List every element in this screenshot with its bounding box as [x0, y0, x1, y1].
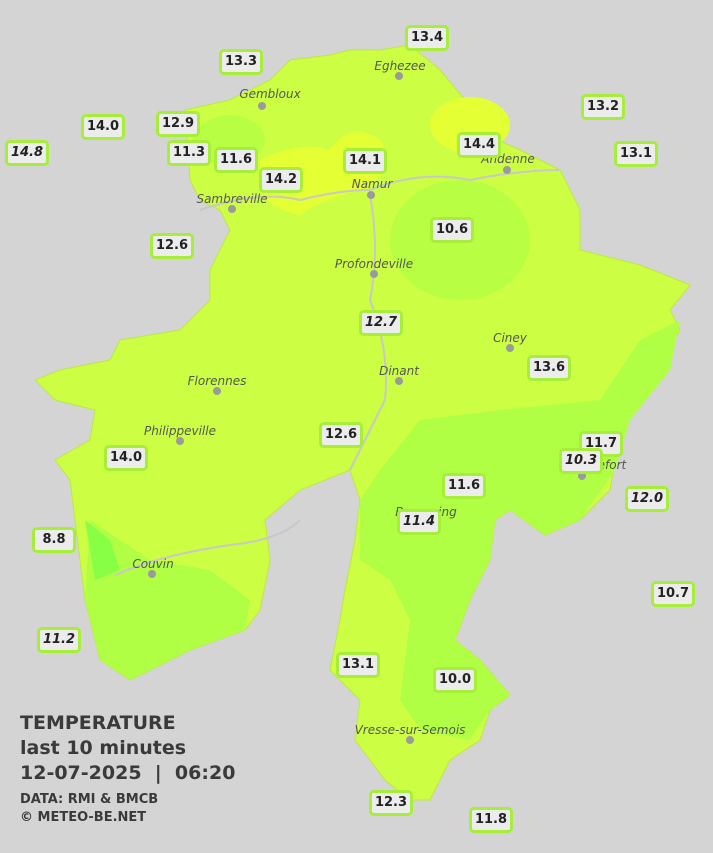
station-temp: 10.3: [559, 448, 603, 474]
station-temp: 14.8: [5, 140, 49, 166]
city-dot: [228, 205, 236, 213]
city-label: Namur: [351, 177, 393, 191]
city-dot: [176, 437, 184, 445]
city-label: Florennes: [187, 374, 247, 388]
station-temp: 12.6: [150, 233, 194, 259]
station-temp: 12.3: [369, 790, 413, 816]
station-temp: 12.6: [319, 422, 363, 448]
city-dot: [506, 344, 514, 352]
station-temp: 13.1: [336, 652, 380, 678]
station-temp: 10.6: [430, 217, 474, 243]
station-temp: 11.8: [469, 807, 513, 833]
station-temp: 14.0: [104, 445, 148, 471]
river: [114, 169, 561, 576]
station-temp: 14.0: [81, 114, 125, 140]
city-label: Couvin: [132, 557, 174, 571]
station-temp: 11.3: [167, 140, 211, 166]
station-temp: 14.2: [259, 167, 303, 193]
legend-credit: © METEO-BE.NET: [20, 810, 147, 825]
station-temp: 11.6: [214, 147, 258, 173]
cool-zone: [360, 320, 680, 740]
city-dot: [503, 166, 511, 174]
city-label: Eghezee: [374, 59, 426, 73]
city-label: Dinant: [379, 364, 419, 378]
city-dot: [406, 736, 414, 744]
legend-title: TEMPERATURE: [20, 712, 176, 734]
station-temp: 10.0: [433, 667, 477, 693]
city-dot: [395, 72, 403, 80]
city-label: Ciney: [493, 331, 527, 345]
station-temp: 14.1: [343, 148, 387, 174]
city-label: Philippeville: [144, 424, 216, 438]
cool-zone: [85, 520, 250, 680]
legend-subtitle: last 10 minutes: [20, 737, 187, 759]
city-label: Sambreville: [196, 192, 268, 206]
city-label: Vresse-sur-Semois: [354, 723, 466, 737]
station-temp: 10.7: [651, 581, 695, 607]
station-temp: 11.2: [37, 627, 81, 653]
cold-zone: [85, 520, 120, 580]
station-temp: 13.3: [219, 49, 263, 75]
station-temp: 12.0: [625, 486, 669, 512]
station-temp: 13.1: [614, 141, 658, 167]
city-dot: [148, 570, 156, 578]
city-label: Gembloux: [239, 87, 301, 101]
station-temp: 12.7: [359, 310, 403, 336]
city-label: Profondeville: [334, 257, 414, 271]
legend-source: DATA: RMI & BMCB: [20, 792, 159, 807]
city-dot: [258, 102, 266, 110]
station-temp: 14.4: [457, 132, 501, 158]
station-temp: 13.4: [405, 25, 449, 51]
city-dot: [367, 191, 375, 199]
station-temp: 11.4: [397, 509, 441, 535]
city-dot: [370, 270, 378, 278]
city-dot: [213, 387, 221, 395]
station-temp: 8.8: [32, 527, 76, 553]
city-dot: [578, 472, 586, 480]
city-dot: [395, 377, 403, 385]
station-temp: 13.6: [527, 355, 571, 381]
station-temp: 13.2: [581, 94, 625, 120]
station-temp: 12.9: [156, 111, 200, 137]
station-temp: 11.6: [442, 473, 486, 499]
legend-datetime: 12-07-2025 | 06:20: [20, 762, 236, 784]
